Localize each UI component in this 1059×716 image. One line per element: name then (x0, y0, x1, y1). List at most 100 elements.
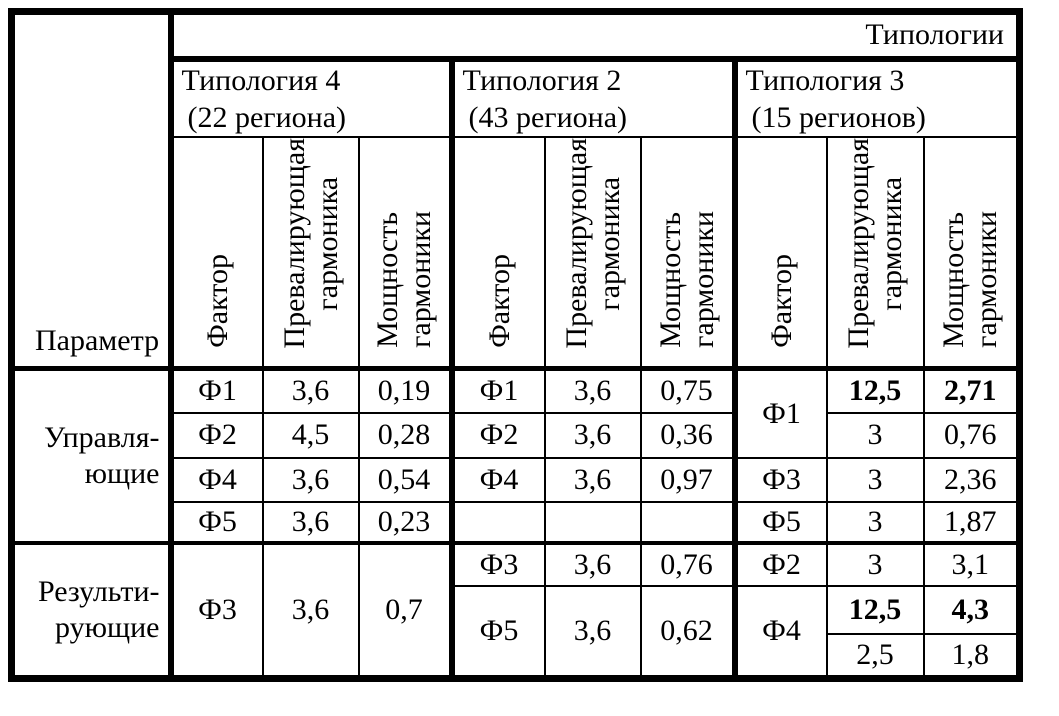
resulting-group-label-cell: Результи- рующие (10, 541, 174, 680)
cell-t3-power: 4,3 (922, 584, 1021, 635)
controlling-row-1: Управля- ющие Ф1 3,6 0,19 Ф1 3,6 0,75 Ф1… (10, 367, 1021, 545)
cell-t2-power-empty (639, 500, 738, 545)
cell-t2-factor-empty (450, 500, 546, 545)
resulting-row-1: Результи- рующие Ф3 3,6 0,7 Ф3 3,6 0,76 … (10, 541, 1021, 680)
factor-header-rotated: Фактор (482, 254, 516, 349)
cell-t4-factor: Ф4 (169, 456, 264, 503)
cell-t4-prevailing: 3,6 (261, 456, 360, 503)
cell-t3-power: 2,71 (922, 367, 1021, 414)
prevailing-harmonic-header-rotated: Превалирующая гармоника (277, 137, 344, 349)
param-header-cell: Параметр (10, 10, 174, 372)
cell-t2-prevailing-empty (543, 500, 642, 545)
typology-2-name: Типология 2 (462, 63, 622, 97)
t3-prevailing-header-cell: Превалирующая гармоника (825, 135, 925, 372)
typology-4-regions: (22 региона) (187, 100, 347, 134)
cell-t2-factor: Ф3 (450, 541, 546, 587)
typology-2-header-cell: Типология 2 (43 региона) (450, 57, 738, 138)
resulting-label-line1: Результи- (37, 574, 160, 608)
t2-power-header-cell: Мощность гармоники (639, 135, 738, 372)
cell-t4-prevailing: 3,6 (261, 500, 360, 545)
cell-t3-factor-f1: Ф1 (733, 367, 828, 459)
prevailing-harmonic-header-rotated: Превалирующая гармоника (842, 137, 908, 349)
cell-t4-factor: Ф3 (169, 541, 264, 680)
controlling-label-line1: Управля- (43, 420, 160, 454)
cell-t3-power: 0,76 (922, 411, 1021, 459)
header-row-columns: Фактор Превалирующая гармоника Мощность га… (12, 135, 1021, 372)
t4-prevailing-header-cell: Превалирующая гармоника (261, 135, 360, 372)
cell-t3-factor: Ф2 (733, 541, 828, 587)
cell-t2-prevailing: 3,6 (543, 541, 642, 587)
cell-t3-factor: Ф3 (733, 456, 828, 503)
cell-t4-power: 0,28 (357, 411, 455, 459)
cell-t4-factor: Ф5 (169, 500, 264, 545)
cell-t4-prevailing: 4,5 (261, 411, 360, 459)
cell-t3-factor: Ф5 (733, 500, 828, 545)
controlling-row-2: Ф2 4,5 0,28 Ф2 3,6 0,36 3 0,76 (12, 411, 1021, 459)
typology-4-name: Типология 4 (181, 63, 341, 97)
cell-t3-prevailing: 3 (825, 411, 925, 459)
cell-t4-power: 0,54 (357, 456, 455, 503)
t2-factor-header-cell: Фактор (450, 135, 546, 372)
t3-factor-header-cell: Фактор (733, 135, 828, 372)
prevailing-harmonic-header-rotated: Превалирующая гармоника (559, 137, 626, 349)
harmonic-power-header-rotated: Мощность гармоники (371, 211, 437, 349)
cell-t3-prevailing: 2,5 (825, 632, 925, 680)
typology-3-regions: (15 регионов) (751, 100, 926, 134)
cell-t4-power: 0,23 (357, 500, 455, 545)
cell-t3-power: 1,8 (922, 632, 1021, 680)
cell-t2-prevailing: 3,6 (543, 584, 642, 680)
cell-t2-power: 0,75 (639, 367, 738, 414)
cell-t2-prevailing: 3,6 (543, 411, 642, 459)
typology-2-regions: (43 региона) (468, 100, 628, 134)
cell-t3-prevailing: 12,5 (825, 584, 925, 635)
resulting-label-line2: рующие (55, 610, 160, 644)
harmonic-power-header-rotated: Мощность гармоники (653, 211, 720, 349)
cell-t4-power: 0,19 (357, 367, 455, 414)
harmonic-power-header-rotated: Мощность гармоники (937, 211, 1004, 349)
cell-t2-power: 0,36 (639, 411, 738, 459)
cell-t4-factor: Ф2 (169, 411, 264, 459)
t4-factor-header-cell: Фактор (169, 135, 264, 372)
cell-t3-power: 1,87 (922, 500, 1021, 545)
cell-t4-prevailing: 3,6 (261, 541, 360, 680)
cell-t3-prevailing: 3 (825, 500, 925, 545)
cell-t2-prevailing: 3,6 (543, 367, 642, 414)
factor-header-rotated: Фактор (765, 254, 798, 349)
cell-t2-factor: Ф1 (450, 367, 546, 414)
cell-t2-factor: Ф2 (450, 411, 546, 459)
cell-t2-power: 0,76 (639, 541, 738, 587)
t4-power-header-cell: Мощность гармоники (357, 135, 455, 372)
typologies-header-cell: Типологии (169, 10, 1021, 62)
typologies-table: Параметр Типологии Типология 4 (22 регио… (8, 8, 1023, 683)
typology-4-header-cell: Типология 4 (22 региона) (169, 57, 455, 138)
controlling-group-label-cell: Управля- ющие (10, 367, 174, 545)
factor-header-rotated: Фактор (201, 254, 234, 349)
controlling-row-4: Ф5 3,6 0,23 Ф5 3 1,87 (12, 500, 1021, 545)
typologies-header-label: Типологии (865, 18, 1004, 52)
controlling-row-3: Ф4 3,6 0,54 Ф4 3,6 0,97 Ф3 3 2,36 (12, 456, 1021, 503)
cell-t3-prevailing: 3 (825, 456, 925, 503)
cell-t3-power: 3,1 (922, 541, 1021, 587)
cell-t2-prevailing: 3,6 (543, 456, 642, 503)
cell-t3-power: 2,36 (922, 456, 1021, 503)
cell-t2-factor: Ф4 (450, 456, 546, 503)
typology-3-header-cell: Типология 3 (15 регионов) (733, 57, 1021, 138)
resulting-row-2: Ф5 3,6 0,62 Ф4 12,5 4,3 (12, 584, 1021, 680)
cell-t4-factor: Ф1 (169, 367, 264, 414)
cell-t3-prevailing: 3 (825, 541, 925, 587)
cell-t2-power: 0,62 (639, 584, 738, 680)
t3-power-header-cell: Мощность гармоники (922, 135, 1021, 372)
header-row-typologies: Параметр Типологии (10, 10, 1021, 372)
typology-3-name: Типология 3 (745, 63, 905, 97)
cell-t3-prevailing: 12,5 (825, 367, 925, 414)
cell-t4-prevailing: 3,6 (261, 367, 360, 414)
cell-t4-power: 0,7 (357, 541, 455, 680)
cell-t2-power: 0,97 (639, 456, 738, 503)
resulting-row-3: 2,5 1,8 (12, 632, 1021, 680)
header-row-typology-names: Типология 4 (22 региона) Типология 2 (43… (12, 57, 1021, 138)
param-header-label: Параметр (35, 324, 160, 358)
t2-prevailing-header-cell: Превалирующая гармоника (543, 135, 642, 372)
cell-t3-factor-f4: Ф4 (733, 584, 828, 680)
controlling-label-line2: ющие (84, 456, 160, 490)
cell-t2-factor: Ф5 (450, 584, 546, 680)
